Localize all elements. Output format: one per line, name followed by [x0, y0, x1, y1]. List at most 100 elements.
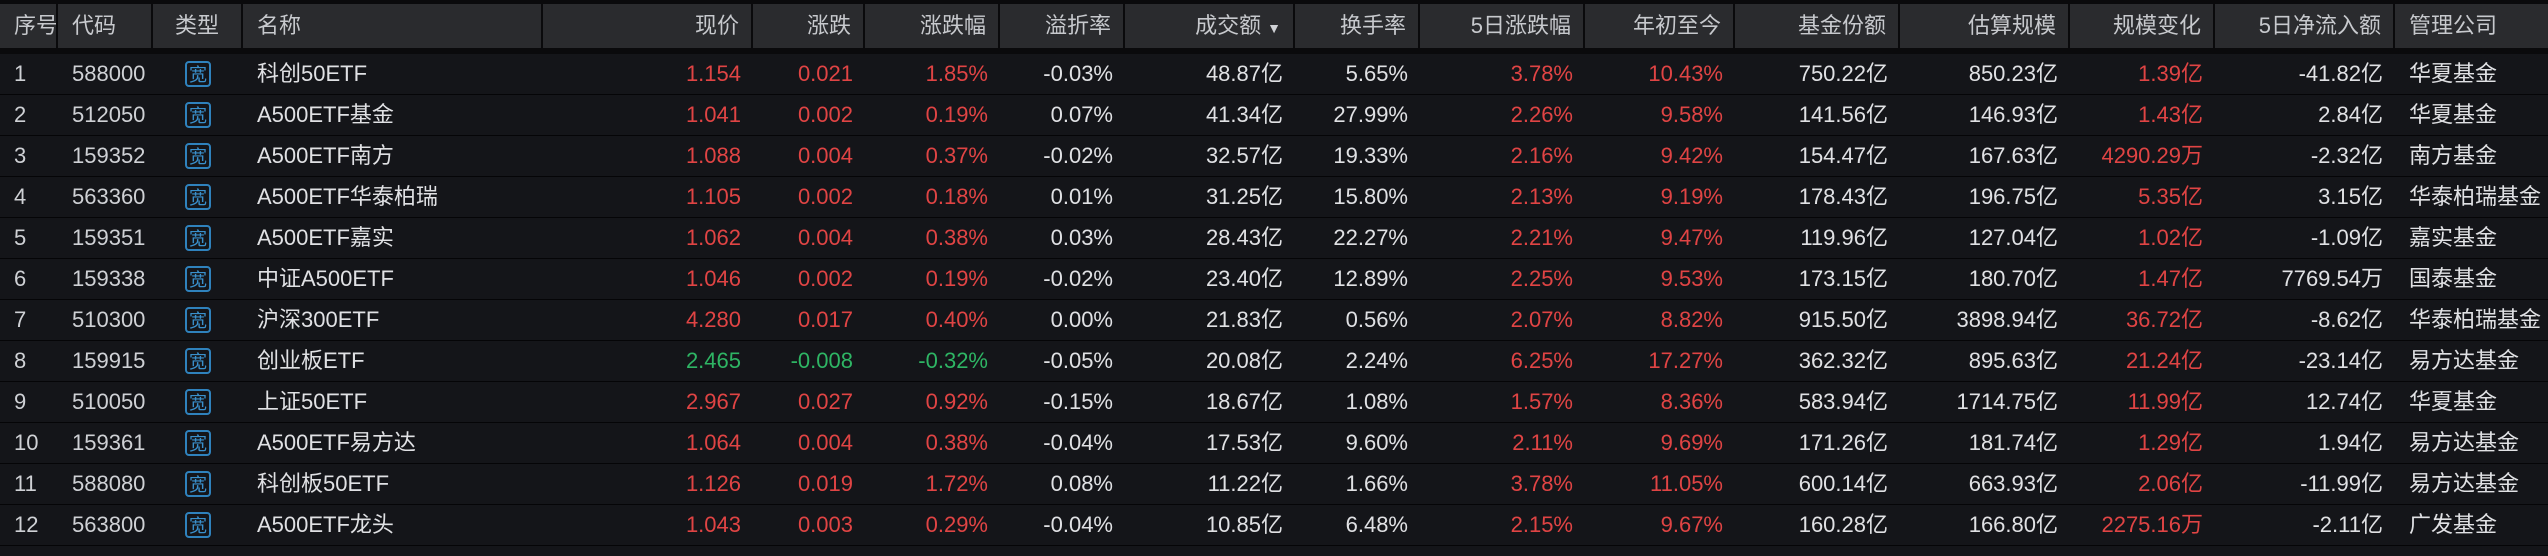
table-row[interactable]: 9 510050 宽 上证50ETF 2.967 0.027 0.92% -0.15% 18.6…	[0, 382, 2548, 423]
cell-5d-change-pct: 6.25%	[1510, 348, 1573, 373]
cell-turnover-rate: 2.24%	[1345, 348, 1408, 373]
column-header-label: 序号	[14, 13, 58, 38]
cell-change-pct: -0.32%	[918, 348, 988, 373]
cell-seq: 4	[14, 184, 27, 209]
broad-index-type-badge: 宽	[185, 61, 211, 87]
column-header-name[interactable]: 名称	[243, 4, 543, 48]
cell-code: 159351	[72, 225, 146, 250]
cell-ytd: 9.47%	[1660, 225, 1723, 250]
column-header-premium-rate[interactable]: 溢折率	[1000, 4, 1125, 48]
cell-5d-net-inflow: 12.74亿	[2305, 389, 2383, 414]
cell-seq: 2	[14, 102, 27, 127]
cell-premium-rate: 0.08%	[1050, 471, 1113, 496]
cell-premium-rate: 0.00%	[1050, 307, 1113, 332]
cell-change-pct: 0.38%	[925, 430, 988, 455]
cell-type: 宽	[153, 382, 243, 422]
broad-index-type-badge: 宽	[185, 184, 211, 210]
column-header-type[interactable]: 类型	[153, 4, 243, 48]
column-header-5d-change-pct[interactable]: 5日涨跌幅	[1420, 4, 1585, 48]
cell-turnover: 41.34亿	[1205, 102, 1283, 127]
cell-manager: 华夏基金	[2409, 61, 2498, 86]
column-header-label: 5日净流入额	[2258, 13, 2381, 38]
cell-5d-change-pct: 2.21%	[1510, 225, 1573, 250]
cell-name: A500ETF龙头	[257, 512, 394, 537]
cell-est-scale: 1714.75亿	[1956, 389, 2058, 414]
table-row[interactable]: 11 588080 宽 科创板50ETF 1.126 0.019 1.72% 0.08% 11.…	[0, 464, 2548, 505]
cell-ytd: 17.27%	[1648, 348, 1723, 373]
cell-type: 宽	[153, 177, 243, 217]
cell-fund-shares: 119.96亿	[1800, 225, 1888, 250]
cell-seq: 10	[14, 430, 39, 455]
cell-turnover: 20.08亿	[1205, 348, 1283, 373]
table-row[interactable]: 3 159352 宽 A500ETF南方 1.088 0.004 0.37% -0.02% 32…	[0, 136, 2548, 177]
column-header-label: 年初至今	[1632, 13, 1721, 38]
cell-fund-shares: 750.22亿	[1798, 61, 1888, 86]
cell-scale-change: 2275.16万	[2101, 512, 2203, 537]
cell-scale-change: 1.43亿	[2138, 102, 2203, 127]
column-header-label: 名称	[257, 13, 302, 38]
column-header-change-pct[interactable]: 涨跌幅	[865, 4, 1000, 48]
cell-seq: 3	[14, 143, 27, 168]
cell-turnover-rate: 27.99%	[1333, 102, 1408, 127]
cell-type: 宽	[153, 95, 243, 135]
table-row[interactable]: 12 563800 宽 A500ETF龙头 1.043 0.003 0.29% -0.04% 1…	[0, 505, 2548, 546]
table-row[interactable]: 1 588000 宽 科创50ETF 1.154 0.021 1.85% -0.03% 48.8…	[0, 54, 2548, 95]
cell-code: 512050	[72, 102, 146, 127]
column-header-ytd[interactable]: 年初至今	[1585, 4, 1735, 48]
column-header-fund-shares[interactable]: 基金份额	[1735, 4, 1900, 48]
broad-index-type-badge: 宽	[185, 430, 211, 456]
cell-change: 0.003	[797, 512, 853, 537]
cell-fund-shares: 600.14亿	[1798, 471, 1888, 496]
cell-manager: 广发基金	[2409, 512, 2498, 537]
cell-price: 1.046	[685, 266, 741, 291]
column-header-seq[interactable]: 序号	[0, 4, 58, 48]
cell-ytd: 9.42%	[1660, 143, 1723, 168]
table-row[interactable]: 5 159351 宽 A500ETF嘉实 1.062 0.004 0.38% 0.03% 28.…	[0, 218, 2548, 259]
cell-manager: 华夏基金	[2409, 102, 2498, 127]
cell-5d-net-inflow: -41.82亿	[2298, 61, 2383, 86]
cell-name: 科创板50ETF	[257, 471, 390, 496]
cell-5d-net-inflow: -11.99亿	[2300, 471, 2383, 496]
cell-ytd: 11.05%	[1650, 471, 1723, 496]
cell-code: 563800	[72, 512, 146, 537]
table-row[interactable]: 6 159338 宽 中证A500ETF 1.046 0.002 0.19% -0.02% 23…	[0, 259, 2548, 300]
column-header-turnover[interactable]: 成交额 ▼	[1125, 4, 1295, 48]
column-header-5d-net-inflow[interactable]: 5日净流入额	[2215, 4, 2395, 48]
broad-index-type-badge: 宽	[185, 512, 211, 538]
cell-5d-change-pct: 2.26%	[1510, 102, 1573, 127]
cell-5d-change-pct: 2.16%	[1510, 143, 1573, 168]
cell-name: A500ETF嘉实	[257, 225, 394, 250]
table-row[interactable]: 7 510300 宽 沪深300ETF 4.280 0.017 0.40% 0.00% 21.8…	[0, 300, 2548, 341]
cell-fund-shares: 154.47亿	[1798, 143, 1888, 168]
table-row[interactable]: 2 512050 宽 A500ETF基金 1.041 0.002 0.19% 0.07% 41.…	[0, 95, 2548, 136]
cell-price: 1.088	[685, 143, 741, 168]
cell-code: 159352	[72, 143, 146, 168]
cell-code: 159338	[72, 266, 146, 291]
cell-price: 2.465	[685, 348, 741, 373]
column-header-change[interactable]: 涨跌	[753, 4, 865, 48]
cell-seq: 1	[14, 61, 27, 86]
column-header-manager[interactable]: 管理公司	[2395, 4, 2548, 48]
table-row[interactable]: 4 563360 宽 A500ETF华泰柏瑞 1.105 0.002 0.18% 0.01% 3…	[0, 177, 2548, 218]
broad-index-type-badge: 宽	[185, 225, 211, 251]
column-header-turnover-rate[interactable]: 换手率	[1295, 4, 1420, 48]
column-header-est-scale[interactable]: 估算规模	[1900, 4, 2070, 48]
cell-price: 1.154	[685, 61, 741, 86]
column-header-price[interactable]: 现价	[543, 4, 753, 48]
cell-fund-shares: 173.15亿	[1798, 266, 1888, 291]
cell-seq: 7	[14, 307, 27, 332]
column-header-code[interactable]: 代码	[58, 4, 153, 48]
cell-ytd: 9.53%	[1660, 266, 1723, 291]
cell-type: 宽	[153, 136, 243, 176]
cell-fund-shares: 915.50亿	[1798, 307, 1888, 332]
table-body: 1 588000 宽科创50ETF 1.154 0.021 1.85% -0.03% 48.8…	[0, 54, 2548, 546]
cell-5d-net-inflow: 2.84亿	[2318, 102, 2383, 127]
column-header-scale-change[interactable]: 规模变化	[2070, 4, 2215, 48]
cell-est-scale: 181.74亿	[1968, 430, 2058, 455]
sort-desc-icon: ▼	[1267, 20, 1281, 36]
table-row[interactable]: 10 159361 宽 A500ETF易方达 1.064 0.004 0.38% -0.04%…	[0, 423, 2548, 464]
cell-ytd: 9.67%	[1660, 512, 1723, 537]
table-row[interactable]: 8 159915 宽 创业板ETF 2.465 -0.008 -0.32% -0.05% 20.…	[0, 341, 2548, 382]
cell-est-scale: 196.75亿	[1968, 184, 2058, 209]
